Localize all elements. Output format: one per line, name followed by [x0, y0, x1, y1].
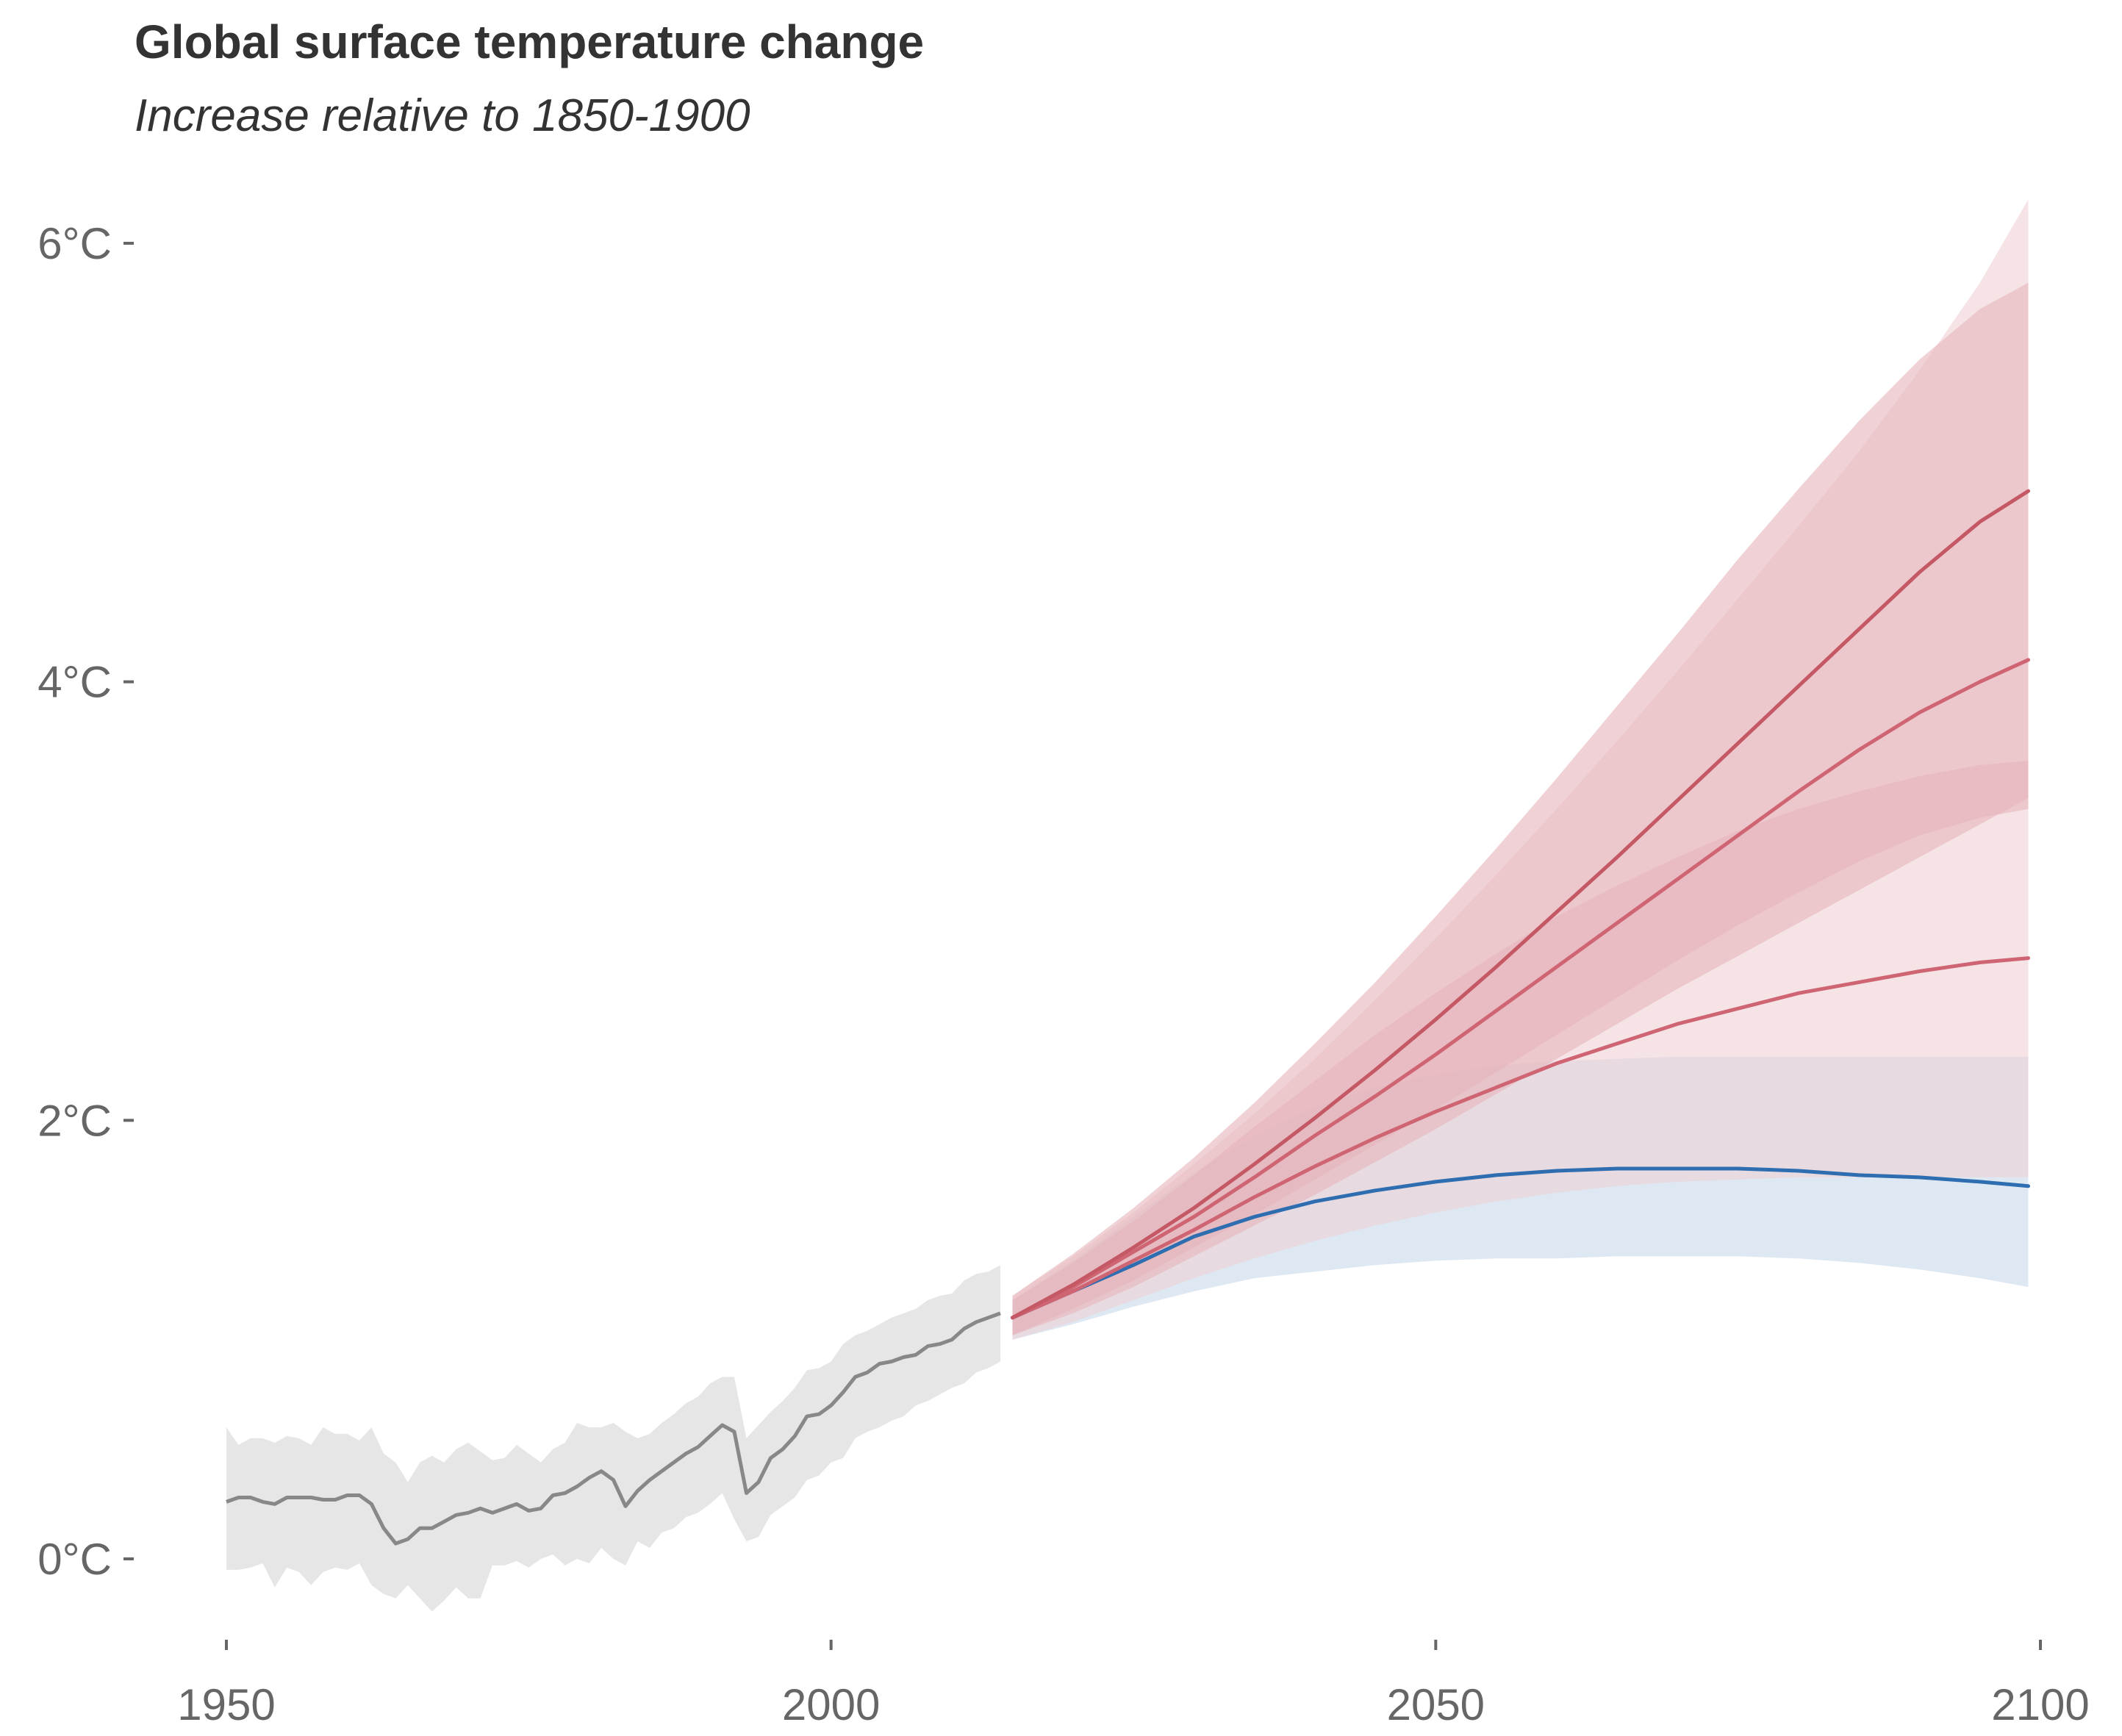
scenario-line-4 [1011, 489, 2030, 1320]
historical-line [226, 1311, 1001, 1546]
x-tick-label: 1950 [177, 1680, 275, 1729]
scenario-line-1 [1011, 1166, 2030, 1320]
y-tick-label: 6°C [37, 219, 112, 268]
x-tick-label: 2050 [1387, 1680, 1485, 1729]
y-tick-label: 2°C [37, 1096, 112, 1145]
historical-band [226, 1265, 1000, 1612]
chart-title: Global surface temperature change [135, 15, 925, 68]
scenario-line-3 [1011, 658, 2030, 1320]
chart-subtitle: Increase relative to 1850-1900 [135, 90, 750, 141]
uncertainty-bands [226, 199, 2029, 1612]
series-lines [226, 489, 2030, 1546]
y-tick-label: 0°C [37, 1535, 112, 1584]
scenario-line-2 [1011, 956, 2030, 1320]
y-axis: 0°C 2°C 4°C 6°C [37, 219, 134, 1584]
y-tick-label: 4°C [37, 658, 112, 707]
scenario-band-4 [1012, 282, 2029, 1335]
x-tick-label: 2100 [1991, 1680, 2089, 1729]
scenario-band-2 [1012, 199, 2029, 1340]
x-axis: 1950 2000 2050 2100 [177, 1640, 2090, 1729]
x-tick-label: 2000 [782, 1680, 880, 1729]
